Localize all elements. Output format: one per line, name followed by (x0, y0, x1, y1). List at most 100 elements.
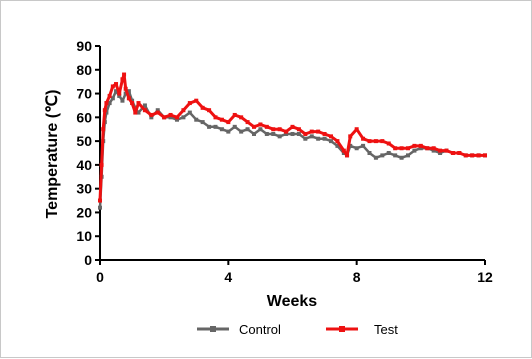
data-point-control (110, 96, 115, 101)
x-tick-label: 12 (477, 269, 493, 285)
data-point-control (303, 136, 308, 141)
data-point-test (239, 115, 244, 120)
data-point-test (181, 108, 186, 113)
data-point-test (98, 198, 102, 203)
data-point-test (341, 148, 346, 153)
data-point-test (386, 141, 391, 146)
data-point-control (232, 124, 237, 129)
data-point-control (335, 143, 340, 148)
data-point-test (367, 139, 372, 144)
data-point-test (309, 129, 314, 134)
x-axis-title: Weeks (267, 293, 318, 310)
data-point-control (136, 110, 141, 115)
data-point-test (457, 151, 462, 155)
data-point-control (213, 124, 218, 129)
data-point-control (406, 153, 410, 158)
data-point-test (303, 131, 308, 136)
data-point-control (187, 110, 192, 115)
data-point-control (277, 134, 282, 139)
data-point-control (104, 110, 109, 115)
data-point-test (290, 124, 295, 129)
data-point-test (213, 115, 218, 120)
data-point-test (194, 98, 199, 103)
data-point-control (380, 153, 385, 158)
y-tick-label: 90 (76, 38, 92, 54)
data-point-control (296, 131, 301, 136)
x-tick-label: 8 (353, 269, 361, 285)
data-point-test (101, 127, 106, 132)
data-point-test (284, 129, 289, 134)
data-point-test (149, 112, 154, 117)
data-point-test (450, 151, 455, 155)
data-point-control (219, 127, 224, 132)
data-point-test (393, 146, 398, 151)
y-tick-label: 40 (76, 157, 92, 173)
data-point-test (168, 112, 173, 117)
legend-item-control: Control (197, 322, 281, 337)
y-tick-label: 60 (76, 109, 92, 125)
data-point-control (431, 148, 436, 153)
data-point-test (102, 108, 107, 113)
data-point-control (438, 151, 443, 155)
data-point-test (126, 96, 131, 101)
data-point-test (373, 139, 378, 144)
data-point-test (133, 110, 138, 115)
data-point-test (335, 139, 340, 144)
data-point-control (114, 89, 119, 94)
data-point-control (348, 143, 353, 148)
data-point-test (476, 153, 481, 158)
data-point-test (258, 122, 263, 127)
data-point-control (168, 115, 173, 120)
data-point-test (406, 146, 410, 151)
data-point-control (98, 205, 102, 210)
data-point-control (149, 115, 154, 120)
data-point-test (162, 115, 167, 120)
legend-label-control: Control (239, 322, 281, 337)
data-point-control (322, 136, 327, 141)
data-point-control (329, 139, 333, 144)
series-layer (98, 72, 487, 210)
data-point-control (239, 129, 244, 134)
data-point-test (252, 124, 256, 129)
data-point-test (322, 131, 327, 136)
data-point-test (425, 146, 430, 151)
legend-marker-control (210, 326, 216, 332)
y-tick-label: 80 (76, 62, 92, 78)
data-point-control (120, 98, 125, 103)
data-point-test (354, 127, 359, 132)
data-point-control (175, 117, 179, 122)
data-point-test (99, 162, 104, 167)
data-point-test (122, 72, 127, 77)
data-point-test (219, 117, 224, 122)
axes: 0 10 20 30 40 50 60 70 80 90 0 4 8 12 (76, 38, 493, 285)
data-point-test (130, 101, 135, 106)
legend-item-test: Test (326, 322, 398, 337)
data-point-control (155, 108, 160, 113)
data-point-control (290, 131, 295, 136)
data-point-test (226, 120, 231, 125)
data-point-test (470, 153, 475, 158)
data-point-test (142, 108, 147, 113)
x-tick-label: 4 (224, 269, 232, 285)
data-point-test (271, 127, 276, 132)
data-point-control (393, 153, 398, 158)
data-point-test (345, 153, 350, 158)
data-point-control (309, 134, 314, 139)
data-point-control (252, 131, 256, 136)
data-point-control (386, 151, 391, 155)
series-line-control (98, 89, 485, 208)
data-point-control (284, 131, 289, 136)
data-point-control (226, 129, 231, 134)
data-point-test (463, 153, 468, 158)
legend-marker-test (339, 326, 345, 332)
data-point-control (271, 131, 276, 136)
data-point-test (245, 120, 250, 125)
data-point-test (232, 112, 237, 117)
y-axis-title: Temperature (℃) (44, 90, 61, 219)
data-point-control (133, 105, 138, 110)
y-tick-label: 70 (76, 86, 92, 102)
data-point-test (136, 101, 141, 106)
data-point-test (117, 91, 122, 96)
series-test (98, 72, 487, 203)
